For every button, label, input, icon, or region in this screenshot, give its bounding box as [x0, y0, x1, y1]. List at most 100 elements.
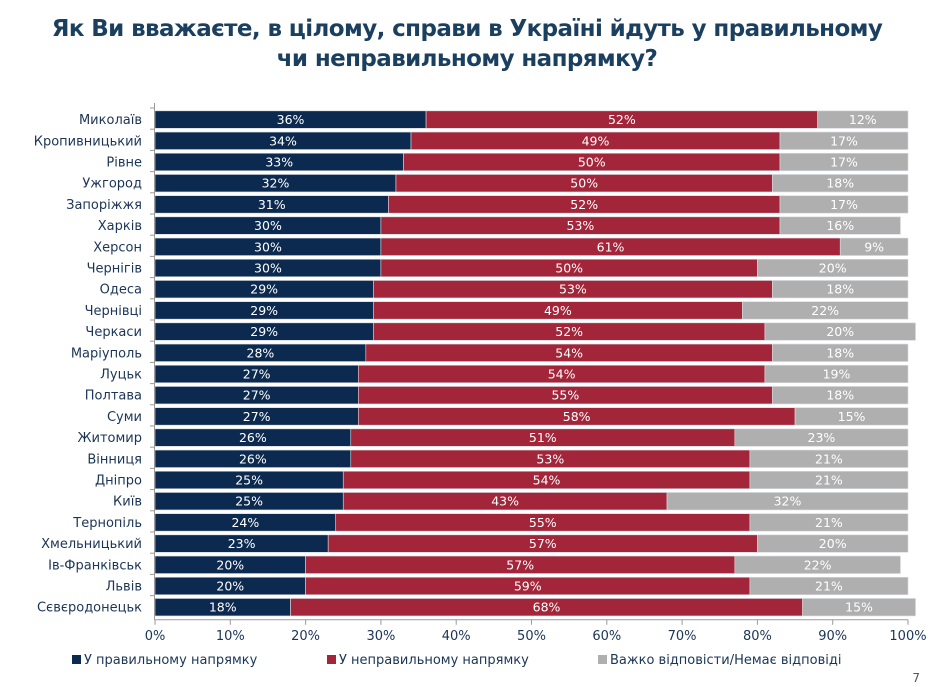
data-label: 30%: [254, 261, 282, 276]
x-tick-label: 10%: [216, 629, 245, 644]
data-label: 21%: [815, 473, 843, 488]
data-label: 43%: [491, 494, 519, 509]
data-label: 25%: [235, 473, 263, 488]
category-label: Одеса: [100, 283, 142, 298]
data-label: 31%: [258, 197, 286, 212]
category-label: Чернігів: [87, 262, 142, 277]
data-label: 55%: [529, 515, 557, 530]
data-label: 30%: [254, 239, 282, 254]
data-label: 20%: [819, 536, 847, 551]
data-label: 9%: [864, 239, 884, 254]
data-label: 21%: [815, 579, 843, 594]
data-label: 27%: [243, 409, 271, 424]
bar-segment: [666, 492, 909, 511]
bar-segment: [749, 470, 909, 490]
bar-segment: [764, 364, 909, 384]
category-label: Хмельницький: [41, 537, 142, 552]
data-label: 50%: [578, 155, 606, 170]
data-label: 23%: [228, 536, 256, 551]
data-label: 18%: [826, 388, 854, 403]
legend-swatch: [327, 655, 336, 664]
data-label: 25%: [235, 494, 263, 509]
data-label: 52%: [570, 197, 598, 212]
x-tick-label: 80%: [743, 629, 772, 644]
data-label: 61%: [597, 239, 625, 254]
data-label: 27%: [243, 388, 271, 403]
bar-segment: [772, 280, 909, 299]
data-label: 53%: [559, 282, 587, 297]
x-tick-label: 100%: [889, 629, 926, 644]
data-label: 15%: [845, 600, 873, 615]
bar-segment: [734, 428, 909, 447]
bar-segment: [757, 534, 909, 553]
data-label: 54%: [533, 473, 561, 488]
category-label: Маріуполь: [71, 346, 142, 361]
legend-swatch: [72, 655, 81, 664]
data-label: 20%: [216, 557, 244, 572]
bar-segment: [779, 216, 901, 235]
x-tick-label: 40%: [442, 629, 471, 644]
category-label: Полтава: [85, 389, 142, 404]
legend-swatch: [598, 655, 607, 664]
data-label: 21%: [815, 515, 843, 530]
category-label: Запоріжжя: [66, 198, 142, 213]
category-label: Вінниця: [87, 452, 142, 467]
data-label: 34%: [269, 133, 297, 148]
data-label: 52%: [555, 324, 583, 339]
data-label: 21%: [815, 451, 843, 466]
category-label: Ів-Франківськ: [48, 558, 142, 573]
category-label: Рівне: [106, 156, 142, 171]
data-label: 16%: [826, 218, 854, 233]
page-number: 7: [912, 671, 920, 685]
bar-segment: [779, 131, 909, 150]
chart-title: Як Ви вважаєте, в цілому, справи в Украї…: [0, 14, 934, 74]
category-label: Дніпро: [95, 474, 142, 489]
data-label: 30%: [254, 218, 282, 233]
bar-segment: [839, 237, 909, 256]
data-label: 17%: [830, 133, 858, 148]
bar-segment: [772, 174, 909, 193]
category-label: Черкаси: [85, 325, 142, 340]
category-label: Луцьк: [100, 368, 142, 383]
data-label: 24%: [231, 515, 259, 530]
data-label: 26%: [239, 451, 267, 466]
bar-segment: [794, 407, 909, 426]
data-label: 29%: [250, 324, 278, 339]
data-label: 18%: [826, 176, 854, 191]
data-label: 57%: [506, 557, 534, 572]
bar-segment: [749, 449, 909, 468]
data-label: 29%: [250, 303, 278, 318]
category-label: Сєвєродонецьк: [37, 601, 142, 616]
data-label: 33%: [265, 155, 293, 170]
data-label: 52%: [608, 112, 636, 127]
data-label: 23%: [808, 430, 836, 445]
bar-segment: [802, 598, 916, 617]
x-tick-label: 50%: [517, 629, 546, 644]
data-label: 22%: [804, 557, 832, 572]
axes-group: Миколаїв Кропивницький Рівне Ужгород Запоріж…: [34, 103, 927, 644]
category-label: Миколаїв: [79, 113, 142, 128]
category-label: Суми: [107, 410, 142, 425]
legend-label: У неправильному напрямку: [339, 653, 529, 668]
data-label: 20%: [216, 579, 244, 594]
data-label: 54%: [555, 345, 583, 360]
data-label: 32%: [262, 176, 290, 191]
data-label: 29%: [250, 282, 278, 297]
data-label: 15%: [838, 409, 866, 424]
x-tick-label: 70%: [668, 629, 697, 644]
bar-segment: [772, 386, 909, 405]
data-label: 27%: [243, 367, 271, 382]
bar-segment: [742, 301, 909, 320]
data-label: 57%: [529, 536, 557, 551]
data-label: 12%: [849, 112, 877, 127]
bar-segment: [817, 110, 909, 129]
category-label: Херсон: [93, 240, 142, 255]
bar-segment: [779, 152, 909, 172]
category-label: Житомир: [78, 431, 143, 446]
x-tick-label: 90%: [818, 629, 847, 644]
category-label: Київ: [113, 495, 142, 510]
data-label: 28%: [247, 345, 275, 360]
data-label: 32%: [774, 494, 802, 509]
category-label: Чернівці: [85, 304, 142, 319]
